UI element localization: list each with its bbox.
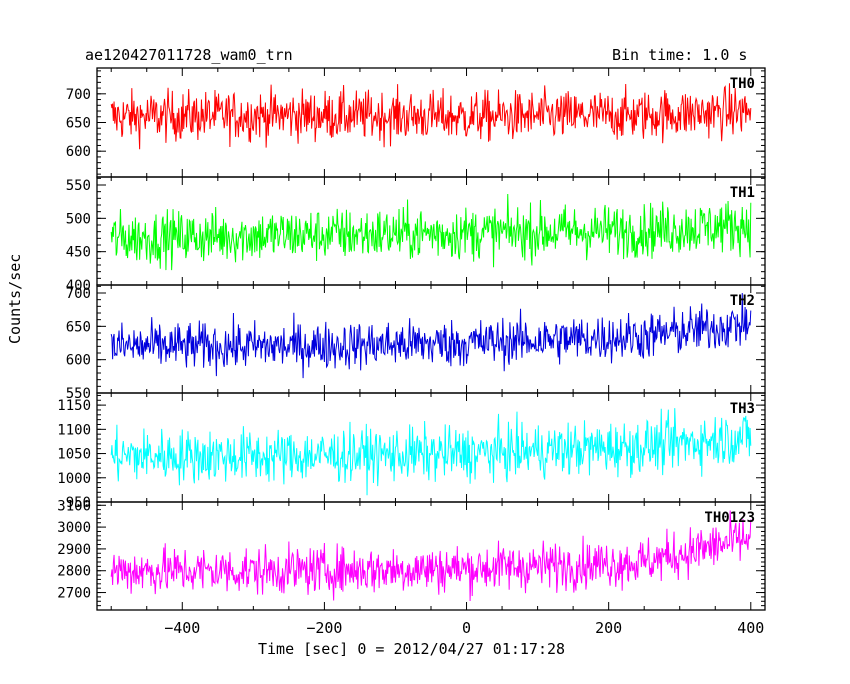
- bin-time-label: Bin time: 1.0 s: [612, 46, 748, 64]
- y-tick-label: 2700: [57, 586, 91, 602]
- panel-label-th0: TH0: [730, 76, 755, 92]
- x-axis-label: Time [sec] 0 = 2012/04/27 01:17:28: [258, 640, 566, 658]
- y-tick-label: 400: [66, 278, 91, 294]
- y-tick-label: 700: [66, 286, 91, 302]
- series-th3: [110, 408, 752, 496]
- x-tick-label: 400: [737, 619, 764, 637]
- panel-label-th0123: TH0123: [704, 510, 755, 526]
- panel-label-th2: TH2: [730, 293, 755, 309]
- y-tick-label: 2800: [57, 564, 91, 580]
- series-th2: [110, 292, 752, 379]
- y-tick-label: 1100: [57, 422, 91, 438]
- y-tick-label: 600: [66, 144, 91, 160]
- panel-frame-th0123: [96, 501, 766, 611]
- x-tick-label: 0: [462, 619, 471, 637]
- y-tick-label: 550: [66, 178, 91, 194]
- series-th0: [110, 83, 752, 150]
- y-tick-label: 950: [66, 495, 91, 511]
- y-tick-label: 700: [66, 87, 91, 103]
- chart-title: ae120427011728_wam0_trn: [85, 46, 293, 64]
- y-tick-label: 650: [66, 319, 91, 335]
- x-tick-label: −200: [306, 619, 342, 637]
- y-tick-label: 2900: [57, 542, 91, 558]
- y-tick-label: 550: [66, 386, 91, 402]
- y-tick-label: 500: [66, 211, 91, 227]
- y-tick-label: 3100: [57, 498, 91, 514]
- y-tick-label: 1000: [57, 471, 91, 487]
- y-axis-label: Counts/sec: [6, 253, 24, 344]
- series-th1: [110, 193, 752, 271]
- x-tick-label: −400: [164, 619, 200, 637]
- x-tick-label: 200: [595, 619, 622, 637]
- y-tick-label: 1050: [57, 447, 91, 463]
- panel-label-th3: TH3: [730, 401, 755, 417]
- panel-label-th1: TH1: [730, 185, 755, 201]
- y-tick-label: 650: [66, 116, 91, 132]
- series-th0123: [110, 510, 752, 602]
- y-tick-label: 3000: [57, 520, 91, 536]
- y-tick-label: 1150: [57, 398, 91, 414]
- y-tick-label: 600: [66, 353, 91, 369]
- y-tick-label: 450: [66, 245, 91, 261]
